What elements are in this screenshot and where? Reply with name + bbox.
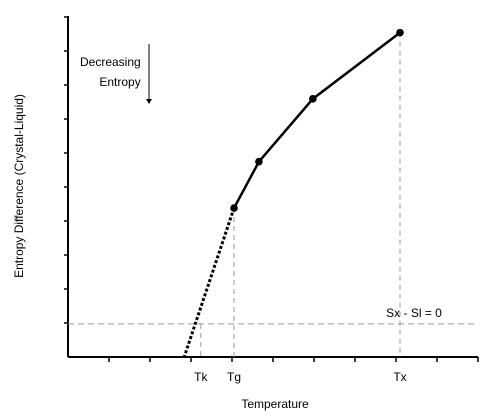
data-point bbox=[230, 204, 238, 212]
reference-line-label: Sx - Sl = 0 bbox=[386, 306, 442, 320]
x-tick-label: Tk bbox=[194, 370, 208, 384]
annotation-line-2: Entropy bbox=[99, 75, 141, 89]
data-point bbox=[309, 95, 317, 103]
series-line-dotted bbox=[182, 207, 236, 358]
data-point bbox=[255, 157, 263, 166]
x-ticks bbox=[108, 357, 479, 362]
data-point bbox=[396, 28, 404, 37]
x-tick-label: Tg bbox=[226, 370, 242, 384]
arrowhead-icon bbox=[146, 99, 152, 104]
y-axis-label: Entropy Difference (Crystal-Liquid) bbox=[12, 94, 26, 278]
data-points bbox=[230, 28, 404, 212]
axes bbox=[64, 16, 479, 362]
x-axis-label: Temperature bbox=[241, 397, 309, 411]
x-tick-label: Tx bbox=[393, 370, 407, 384]
annotation-decreasing-entropy: Decreasing Entropy bbox=[80, 52, 141, 92]
series-lines bbox=[182, 31, 401, 358]
y-ticks bbox=[64, 16, 68, 324]
reference-lines bbox=[68, 32, 478, 357]
annotation-line-1: Decreasing bbox=[80, 55, 141, 69]
series-line-solid bbox=[232, 31, 401, 209]
